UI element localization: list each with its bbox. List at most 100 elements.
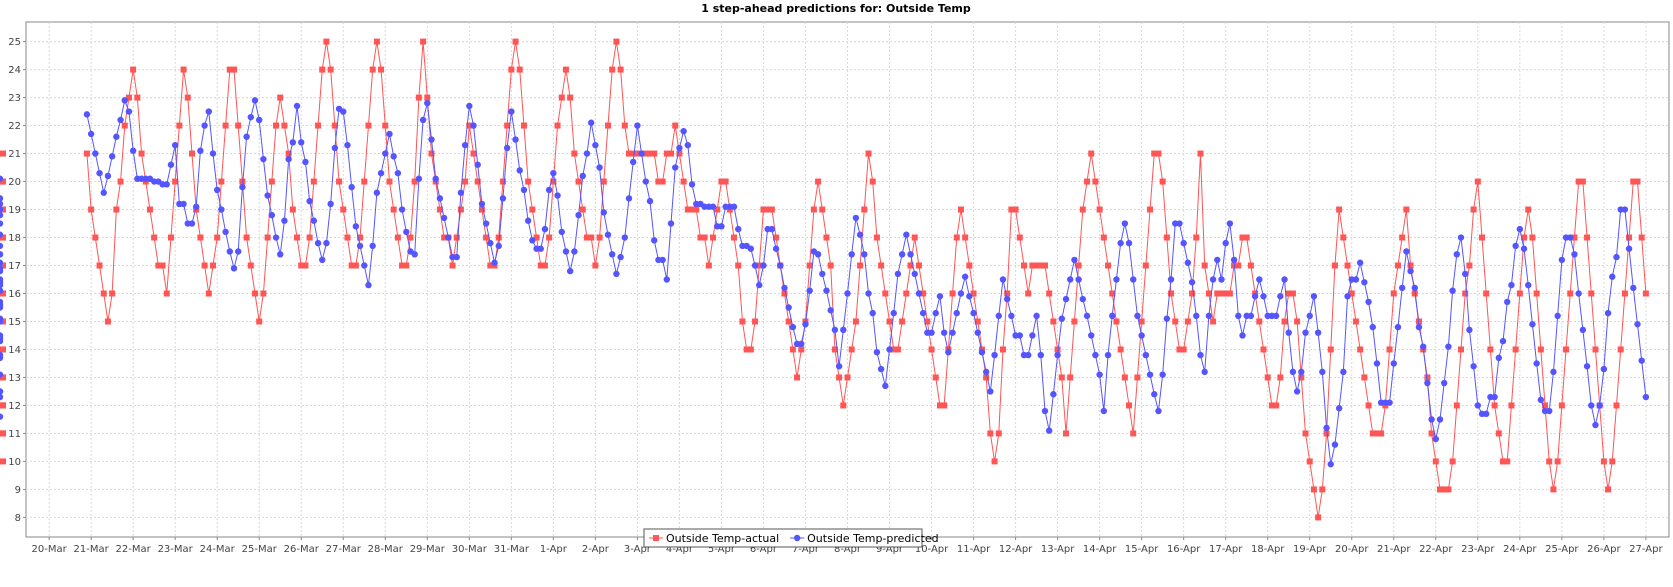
data-point-actual [0, 290, 6, 297]
data-point-predicted [1604, 309, 1612, 317]
data-point-actual [1634, 178, 1641, 185]
data-point-predicted [1331, 441, 1339, 448]
data-point-actual [1100, 234, 1107, 241]
data-point-predicted [709, 203, 717, 210]
data-point-actual [541, 262, 548, 269]
data-point-actual [386, 178, 393, 185]
data-point-actual [1243, 234, 1250, 241]
x-tick-label: 23-Apr [1461, 544, 1495, 555]
x-tick-label: 22-Mar [116, 544, 152, 555]
data-point-predicted [966, 293, 973, 300]
data-point-predicted [919, 309, 927, 317]
x-tick-label: 24-Apr [1503, 544, 1537, 555]
data-point-actual [369, 66, 376, 73]
data-point-actual [815, 178, 822, 185]
x-tick-label: 9-Apr [876, 544, 904, 555]
data-point-actual [941, 402, 948, 409]
data-point-actual [0, 458, 6, 465]
data-point-actual [92, 234, 99, 241]
data-point-predicted [1146, 371, 1154, 378]
data-point-predicted [587, 119, 595, 126]
data-point-predicted [1058, 315, 1066, 322]
data-point-actual [184, 94, 191, 101]
x-tick-label: 2-Apr [582, 544, 610, 555]
x-tick-label: 25-Mar [242, 544, 278, 555]
data-point-predicted [550, 169, 557, 177]
data-point-predicted [1466, 326, 1473, 334]
data-point-predicted [470, 122, 477, 129]
y-tick-label: 9 [15, 485, 21, 496]
x-tick-label: 26-Apr [1587, 544, 1621, 555]
data-point-actual [1407, 262, 1414, 269]
data-point-actual [163, 290, 170, 297]
data-point-predicted [478, 200, 486, 208]
data-point-actual [1567, 290, 1574, 297]
data-point-actual [1432, 458, 1439, 465]
data-point-actual [453, 234, 460, 241]
x-tick-label: 8-Apr [834, 544, 862, 555]
data-point-actual [1462, 290, 1469, 297]
data-point-actual [1037, 262, 1044, 269]
data-point-predicted [411, 251, 418, 258]
data-point-actual [672, 122, 679, 129]
data-point-predicted [642, 178, 650, 185]
data-point-predicted [1436, 416, 1444, 423]
data-point-actual [415, 94, 422, 101]
data-point-actual [529, 206, 536, 213]
data-point-predicted [1218, 276, 1225, 283]
data-point-actual [0, 374, 6, 381]
data-point-actual [1600, 458, 1607, 465]
data-point-actual [88, 206, 95, 213]
x-tick-label: 27-Apr [1629, 544, 1663, 555]
data-point-actual [214, 234, 221, 241]
y-tick-label: 24 [8, 65, 21, 76]
data-point-actual [1369, 430, 1376, 437]
data-point-predicted [1499, 337, 1507, 345]
data-point-actual [907, 262, 914, 269]
data-point-actual [260, 290, 267, 297]
data-point-actual [1226, 290, 1233, 297]
data-point-actual [411, 178, 418, 185]
data-point-actual [226, 66, 233, 73]
data-point-predicted [995, 312, 1002, 320]
data-point-actual [1247, 262, 1254, 269]
data-point-predicted [0, 242, 4, 250]
data-point-predicted [936, 293, 944, 300]
data-point-predicted [239, 183, 246, 191]
y-tick-label: 25 [8, 37, 21, 48]
data-point-actual [1357, 346, 1364, 353]
data-point-actual [373, 38, 380, 45]
data-point-actual [222, 122, 229, 129]
data-point-predicted [1634, 321, 1641, 328]
data-point-actual [1390, 290, 1397, 297]
data-point-predicted [1256, 276, 1263, 283]
y-tick-label: 14 [8, 345, 21, 356]
data-point-predicted [293, 102, 301, 110]
data-point-actual [1054, 346, 1061, 353]
series-line-actual [86, 41, 1647, 518]
data-point-actual [399, 262, 406, 269]
data-point-predicted [0, 281, 4, 289]
data-point-actual [865, 150, 872, 157]
data-point-predicted [0, 206, 4, 213]
data-point-predicted [903, 231, 910, 238]
data-point-predicted [466, 102, 473, 110]
data-point-actual [1479, 234, 1486, 241]
data-point-predicted [1281, 276, 1288, 283]
data-point-predicted [571, 248, 578, 255]
data-point-actual [1264, 374, 1271, 381]
data-point-predicted [424, 99, 431, 107]
data-point-predicted [1403, 248, 1410, 255]
data-point-actual [642, 150, 649, 157]
data-point-actual [768, 206, 775, 213]
data-point-actual [1193, 234, 1200, 241]
data-point-predicted [1508, 281, 1515, 289]
data-point-actual [1563, 346, 1570, 353]
data-point-actual [1016, 234, 1023, 241]
data-point-actual [0, 430, 6, 437]
data-point-predicted [0, 393, 4, 401]
data-point-predicted [0, 287, 4, 294]
x-tick-label: 5-Apr [708, 544, 736, 555]
data-point-actual [1134, 374, 1141, 381]
data-point-actual [487, 262, 494, 269]
